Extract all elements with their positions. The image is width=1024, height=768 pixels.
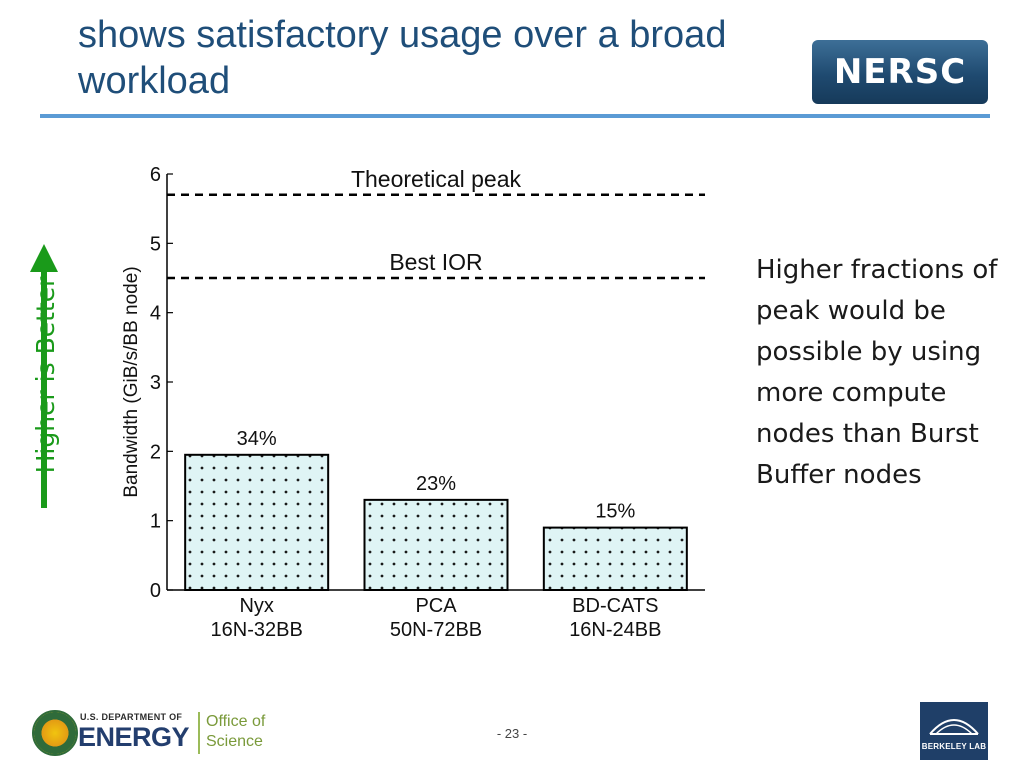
bar-data-label: 23% xyxy=(416,473,456,495)
x-tick-label: BD-CATS xyxy=(572,595,658,617)
nersc-logo-text: NERSC xyxy=(833,52,967,92)
y-tick-label: 3 xyxy=(150,372,161,394)
y-tick-label: 4 xyxy=(150,303,161,325)
x-tick-sublabel: 16N-24BB xyxy=(569,619,661,641)
reference-line-label: Theoretical peak xyxy=(351,166,522,192)
up-arrow-shaft xyxy=(41,268,47,508)
nersc-logo: NERSC xyxy=(812,40,988,104)
bar-data-label: 34% xyxy=(237,428,277,450)
page-number: - 23 - xyxy=(496,726,528,741)
x-tick-sublabel: 16N-32BB xyxy=(211,619,303,641)
bar xyxy=(184,453,330,591)
title-divider xyxy=(40,114,990,118)
office-line-2: Science xyxy=(206,733,263,750)
doe-seal-icon xyxy=(32,710,78,756)
berkeley-arc-icon xyxy=(929,719,979,735)
doe-office-of-science-logo: U.S. DEPARTMENT OF ENERGY Office of Scie… xyxy=(32,710,278,756)
y-tick-label: 0 xyxy=(150,580,161,602)
bar xyxy=(363,498,509,591)
berkeley-lab-text: BERKELEY LAB xyxy=(921,742,987,751)
x-tick-sublabel: 50N-72BB xyxy=(390,619,482,641)
y-tick-label: 2 xyxy=(150,441,161,463)
logo-divider xyxy=(198,712,200,754)
y-axis-label: Bandwidth (GiB/s/BB node) xyxy=(121,266,142,497)
page-title: shows satisfactory usage over a broad wo… xyxy=(78,14,727,102)
side-note: Higher fractions of peak would be possib… xyxy=(756,255,998,490)
y-tick-label: 5 xyxy=(150,233,161,255)
x-tick-label: PCA xyxy=(415,595,457,617)
y-tick-label: 1 xyxy=(150,511,161,533)
doe-energy-text: ENERGY xyxy=(78,722,190,752)
office-of-science-text: Office of Science xyxy=(206,712,265,752)
bar-data-label: 15% xyxy=(595,501,635,523)
x-tick-label: Nyx xyxy=(239,595,273,617)
bandwidth-bar-chart: 0 1 2 3 4 5 6 Bandwidth (GiB/s/BB node) Theoreti… xyxy=(121,164,705,641)
reference-line-label: Best IOR xyxy=(389,249,482,275)
berkeley-lab-logo: BERKELEY LAB xyxy=(920,702,988,760)
doe-dept-text: U.S. DEPARTMENT OF xyxy=(80,712,183,722)
bar xyxy=(542,526,688,592)
up-arrow-icon xyxy=(30,244,58,272)
office-line-1: Office of xyxy=(206,713,266,730)
y-tick-label: 6 xyxy=(150,164,161,186)
